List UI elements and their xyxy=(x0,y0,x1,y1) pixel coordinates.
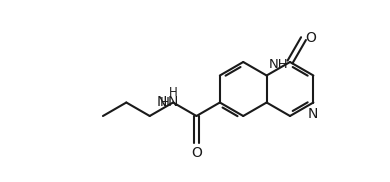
Text: N: N xyxy=(168,96,178,110)
Text: O: O xyxy=(191,146,202,160)
Text: N: N xyxy=(307,106,317,120)
Text: O: O xyxy=(305,31,316,45)
Text: H: H xyxy=(160,96,170,109)
Text: NH: NH xyxy=(269,58,288,72)
Text: N: N xyxy=(156,94,167,108)
Text: H: H xyxy=(169,86,177,100)
